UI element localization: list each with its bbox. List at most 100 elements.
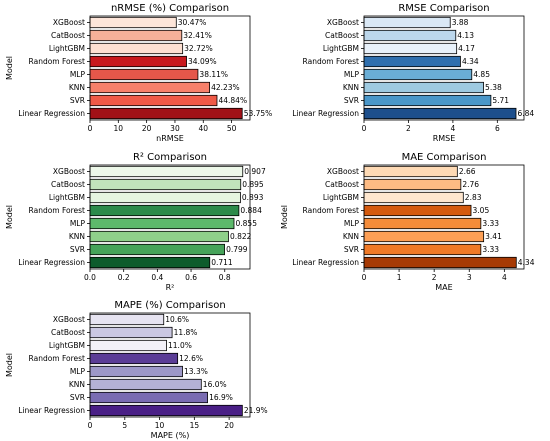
x-tick-label: 0: [88, 421, 93, 430]
bar-5: [89, 230, 229, 243]
value-label: 2.83: [465, 193, 482, 202]
y-tick-label: KNN: [69, 232, 85, 241]
bar-1: [89, 178, 242, 191]
y-tick-label: LightGBM: [49, 44, 85, 53]
value-label: 44.84%: [218, 96, 247, 105]
bar-7: [363, 256, 517, 269]
value-label: 32.72%: [184, 44, 213, 53]
y-axis-label: Model: [280, 205, 289, 229]
chart-panel-1: XGBoost CatBoost LightGBM Random Forest MLP K…: [292, 3, 534, 143]
bar-7: [89, 404, 243, 417]
y-tick-label: MLP: [70, 219, 86, 228]
y-tick-label: XGBoost: [53, 18, 85, 27]
value-label: 0.884: [240, 206, 262, 215]
value-label: 30.47%: [178, 18, 207, 27]
y-tick-label: Linear Regression: [18, 406, 85, 415]
chart-title: MAPE (%) Comparison: [114, 300, 225, 311]
x-axis-label: R²: [166, 283, 175, 292]
y-tick-label: Random Forest: [29, 354, 86, 363]
value-label: 0.855: [236, 219, 258, 228]
value-label: 4.13: [457, 31, 474, 40]
y-tick-label: XGBoost: [327, 167, 359, 176]
y-tick-label: SVR: [344, 96, 359, 105]
value-label: 3.88: [452, 18, 469, 27]
chart-panel-4: XGBoost CatBoost LightGBM Random Forest MLP K…: [5, 300, 268, 440]
value-label: 3.05: [473, 206, 490, 215]
bar-1: [89, 326, 173, 339]
value-label: 12.6%: [179, 354, 203, 363]
value-label: 2.76: [462, 180, 479, 189]
x-tick-label: 0.8: [219, 273, 231, 282]
plot-frame: [89, 164, 251, 270]
bar-7: [89, 107, 243, 120]
value-label: 16.9%: [209, 393, 233, 402]
x-tick-label: 3: [467, 273, 472, 282]
bar-6: [363, 94, 492, 107]
x-tick-label: 0.0: [84, 273, 96, 282]
bar-3: [363, 204, 472, 217]
y-tick-label: XGBoost: [53, 315, 85, 324]
y-tick-label: SVR: [70, 393, 85, 402]
x-axis-label: MAPE (%): [151, 431, 190, 440]
y-tick-label: Linear Regression: [292, 258, 359, 267]
value-label: 11.0%: [168, 341, 192, 350]
x-tick-label: 0.4: [151, 273, 163, 282]
y-tick-label: SVR: [344, 245, 359, 254]
x-tick-label: 6: [495, 124, 500, 133]
y-tick-label: Random Forest: [303, 57, 360, 66]
value-label: 3.33: [482, 219, 499, 228]
chart-title: MAE Comparison: [402, 152, 487, 163]
chart-panel-0: XGBoost CatBoost LightGBM Random Forest MLP K…: [5, 3, 272, 143]
value-label: 32.41%: [183, 31, 212, 40]
y-tick-label: LightGBM: [323, 44, 359, 53]
bar-5: [89, 81, 210, 94]
x-tick-label: 40: [199, 124, 209, 133]
bar-0: [89, 16, 177, 29]
bar-3: [89, 55, 187, 68]
value-label: 38.11%: [199, 70, 228, 79]
bar-2: [89, 191, 241, 204]
value-label: 5.71: [492, 96, 509, 105]
value-label: 34.09%: [188, 57, 217, 66]
value-label: 42.23%: [211, 83, 240, 92]
y-tick-label: Linear Regression: [292, 109, 359, 118]
x-tick-label: 0: [362, 124, 367, 133]
bar-2: [89, 339, 167, 352]
bar-3: [89, 352, 179, 365]
x-tick-label: 15: [190, 421, 200, 430]
chart-panel-2: XGBoost CatBoost LightGBM Random Forest MLP K…: [5, 152, 266, 292]
x-tick-label: 4: [450, 124, 455, 133]
bar-0: [363, 16, 451, 29]
x-tick-label: 20: [224, 421, 234, 430]
bar-3: [89, 204, 240, 217]
bar-1: [363, 29, 457, 42]
bar-0: [89, 313, 165, 326]
x-tick-label: 50: [227, 124, 237, 133]
y-tick-label: LightGBM: [323, 193, 359, 202]
y-tick-label: LightGBM: [49, 193, 85, 202]
y-tick-label: MLP: [70, 70, 86, 79]
value-label: 4.85: [473, 70, 490, 79]
y-tick-label: XGBoost: [327, 18, 359, 27]
y-tick-label: MLP: [70, 367, 86, 376]
y-axis-label: Model: [5, 205, 14, 229]
bar-7: [89, 256, 211, 269]
bar-2: [89, 42, 184, 55]
bar-4: [89, 217, 235, 230]
bar-1: [89, 29, 183, 42]
bar-4: [89, 365, 183, 378]
value-label: 0.893: [242, 193, 264, 202]
x-axis-label: nRMSE: [156, 134, 184, 143]
value-label: 13.3%: [184, 367, 208, 376]
x-axis-label: RMSE: [433, 134, 456, 143]
value-label: 11.8%: [174, 328, 198, 337]
bar-2: [363, 42, 458, 55]
y-tick-label: CatBoost: [51, 180, 85, 189]
y-tick-label: XGBoost: [53, 167, 85, 176]
x-tick-label: 10: [114, 124, 124, 133]
x-tick-label: 0.2: [118, 273, 130, 282]
y-tick-label: CatBoost: [325, 31, 359, 40]
x-tick-label: 0: [88, 124, 93, 133]
x-axis-label: MAE: [435, 283, 452, 292]
bar-1: [363, 178, 462, 191]
